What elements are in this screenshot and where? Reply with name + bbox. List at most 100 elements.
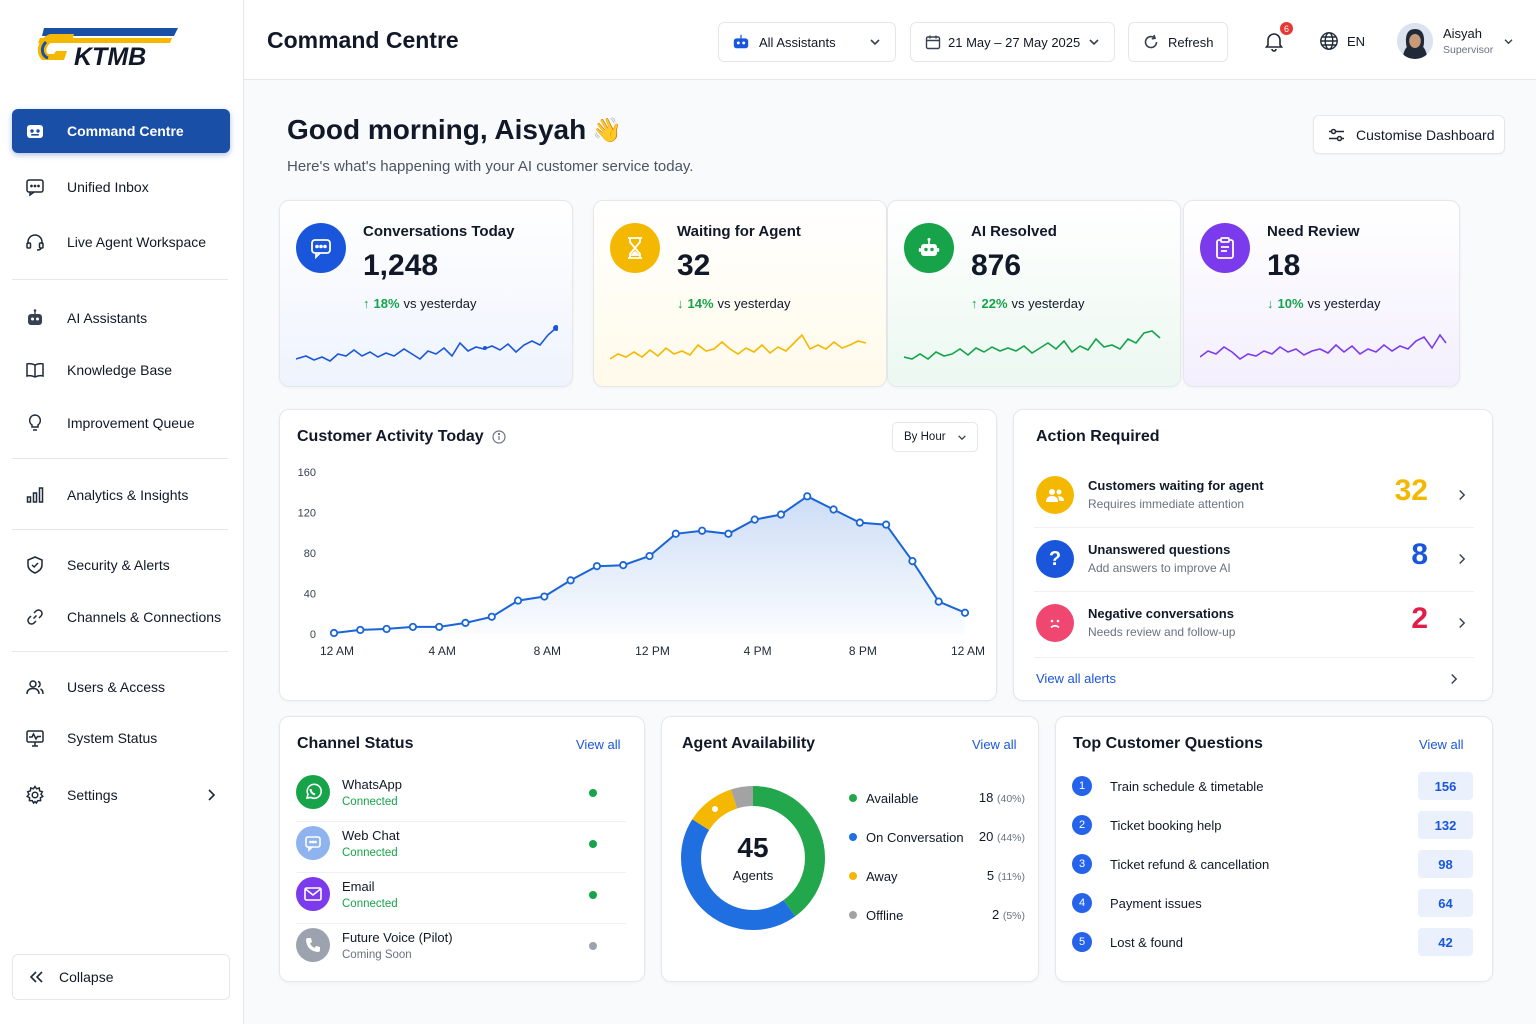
channel-status-card: Channel Status View all WhatsApp Connect…: [279, 716, 645, 982]
activity-point[interactable]: [382, 624, 391, 634]
stat-card-need-review[interactable]: Need Review 18 ↓ 10% vs yesterday: [1183, 200, 1460, 387]
channel-row-email[interactable]: Email Connected: [296, 873, 626, 924]
legend-dot: [849, 794, 857, 802]
language-switcher[interactable]: EN: [1319, 31, 1365, 51]
questions-view-all-link[interactable]: View all: [1419, 737, 1464, 752]
activity-point[interactable]: [908, 557, 917, 566]
action-item-unanswered[interactable]: ? Unanswered questions Add answers to im…: [1034, 528, 1474, 592]
activity-point[interactable]: [329, 628, 339, 638]
donut-slice-on-conversation[interactable]: [681, 786, 825, 930]
availability-row-available: Available 18 (40%): [849, 788, 1025, 808]
stat-card-waiting[interactable]: Waiting for Agent 32 ↓ 14% vs yesterday: [593, 200, 887, 387]
activity-point[interactable]: [697, 526, 707, 535]
sidebar-item-improvement-queue[interactable]: Improvement Queue: [12, 401, 230, 445]
agent-total: 45: [737, 832, 769, 863]
agent-donut-chart: [681, 786, 825, 930]
assistant-select[interactable]: All Assistants: [718, 22, 896, 62]
activity-title: Customer Activity Today: [297, 428, 484, 445]
collapse-label: Collapse: [59, 969, 114, 985]
activity-point[interactable]: [408, 622, 417, 632]
action-item-count: 2: [1411, 602, 1428, 635]
refresh-button[interactable]: Refresh: [1128, 22, 1228, 62]
customise-dashboard-button[interactable]: Customise Dashboard: [1313, 115, 1505, 154]
activity-point[interactable]: [803, 492, 812, 501]
sidebar-item-channels[interactable]: Channels & Connections: [12, 595, 230, 639]
whatsapp-icon: [296, 775, 330, 809]
ktmb-logo[interactable]: KTMB: [34, 24, 179, 70]
sidebar-item-command-centre[interactable]: Command Centre: [12, 109, 230, 153]
question-row[interactable]: 5 Lost & found 42: [1072, 928, 1473, 956]
sidebar-divider: [12, 458, 228, 459]
action-item-count: 8: [1411, 538, 1428, 571]
granularity-select[interactable]: By Hour: [892, 422, 978, 452]
donut-slice-offline[interactable]: [681, 786, 825, 930]
sidebar-item-system-status[interactable]: System Status: [12, 716, 230, 760]
activity-point[interactable]: [356, 625, 365, 635]
activity-point[interactable]: [619, 561, 628, 570]
activity-point[interactable]: [487, 612, 496, 621]
x-tick-label: 12 PM: [635, 644, 670, 658]
stat-card-ai-resolved[interactable]: AI Resolved 876 ↑ 22% vs yesterday: [887, 200, 1181, 387]
activity-point[interactable]: [566, 576, 575, 585]
agent-view-all-link[interactable]: View all: [972, 737, 1017, 752]
date-range-picker[interactable]: 21 May – 27 May 2025: [910, 22, 1115, 62]
activity-point[interactable]: [671, 529, 680, 538]
activity-point[interactable]: [750, 515, 759, 524]
sidebar-item-label: Security & Alerts: [67, 557, 170, 573]
assistant-select-value: All Assistants: [759, 34, 836, 50]
question-row[interactable]: 1 Train schedule & timetable 156: [1072, 772, 1473, 800]
question-row[interactable]: 3 Ticket refund & cancellation 98: [1072, 850, 1473, 878]
sidebar-item-unified-inbox[interactable]: Unified Inbox: [12, 165, 230, 209]
activity-point[interactable]: [592, 562, 602, 571]
legend-dot: [849, 833, 857, 841]
activity-point[interactable]: [829, 505, 838, 514]
sidebar-item-label: Analytics & Insights: [67, 487, 189, 503]
stat-card-conversations[interactable]: Conversations Today 1,248 ↑ 18% vs yesterd…: [279, 200, 573, 387]
sidebar-item-knowledge-base[interactable]: Knowledge Base: [12, 348, 230, 392]
y-tick-label: 40: [304, 589, 316, 601]
activity-point[interactable]: [776, 510, 786, 519]
channel-row-web-chat[interactable]: Web Chat Connected: [296, 822, 626, 873]
activity-point[interactable]: [855, 518, 864, 527]
x-tick-label: 12 AM: [320, 644, 354, 658]
status-dot: [589, 942, 597, 950]
stat-value: 32: [677, 249, 711, 282]
activity-point[interactable]: [934, 597, 943, 606]
notifications-button[interactable]: 6: [1263, 21, 1294, 54]
action-required-card: Action Required Customers waiting for ag…: [1013, 409, 1493, 701]
channel-row-whatsapp[interactable]: WhatsApp Connected: [296, 771, 626, 822]
activity-point[interactable]: [645, 551, 654, 561]
sidebar-item-analytics[interactable]: Analytics & Insights: [12, 473, 230, 517]
activity-point[interactable]: [960, 608, 970, 617]
sidebar-item-live-agent-workspace[interactable]: Live Agent Workspace: [12, 220, 230, 264]
info-icon[interactable]: [492, 430, 506, 444]
activity-point[interactable]: [882, 520, 891, 529]
wave-emoji: 👋: [592, 116, 623, 144]
activity-point[interactable]: [540, 592, 549, 601]
user-menu[interactable]: Aisyah Supervisor: [1397, 22, 1522, 62]
globe-icon: [1319, 31, 1339, 51]
granularity-value: By Hour: [904, 431, 946, 443]
activity-point[interactable]: [435, 622, 444, 632]
sidebar-item-security-alerts[interactable]: Security & Alerts: [12, 543, 230, 587]
question-row[interactable]: 2 Ticket booking help 132: [1072, 811, 1473, 839]
sidebar-item-settings[interactable]: Settings: [12, 773, 230, 817]
activity-point[interactable]: [513, 596, 523, 605]
channel-view-all-link[interactable]: View all: [576, 737, 621, 752]
users-icon: [1036, 476, 1074, 514]
collapse-button[interactable]: Collapse: [12, 954, 230, 1000]
question-row[interactable]: 4 Payment issues 64: [1072, 889, 1473, 917]
chevron-right-icon[interactable]: [1449, 672, 1458, 686]
sidebar-item-users-access[interactable]: Users & Access: [12, 665, 230, 709]
action-item-negative[interactable]: Negative conversations Needs review and …: [1034, 592, 1474, 658]
sidebar-item-label: Unified Inbox: [67, 179, 149, 195]
channel-row-future-voice[interactable]: Future Voice (Pilot) Coming Soon: [296, 924, 626, 975]
sidebar-item-ai-assistants[interactable]: AI Assistants: [12, 296, 230, 340]
view-all-alerts-link[interactable]: View all alerts: [1036, 671, 1116, 686]
x-tick-label: 12 AM: [951, 644, 985, 658]
activity-point[interactable]: [461, 618, 470, 627]
sparkline-ai-resolved: [904, 330, 1161, 360]
lightbulb-icon: [12, 413, 58, 433]
activity-point[interactable]: [724, 529, 733, 538]
action-item-waiting[interactable]: Customers waiting for agent Requires imm…: [1034, 464, 1474, 528]
